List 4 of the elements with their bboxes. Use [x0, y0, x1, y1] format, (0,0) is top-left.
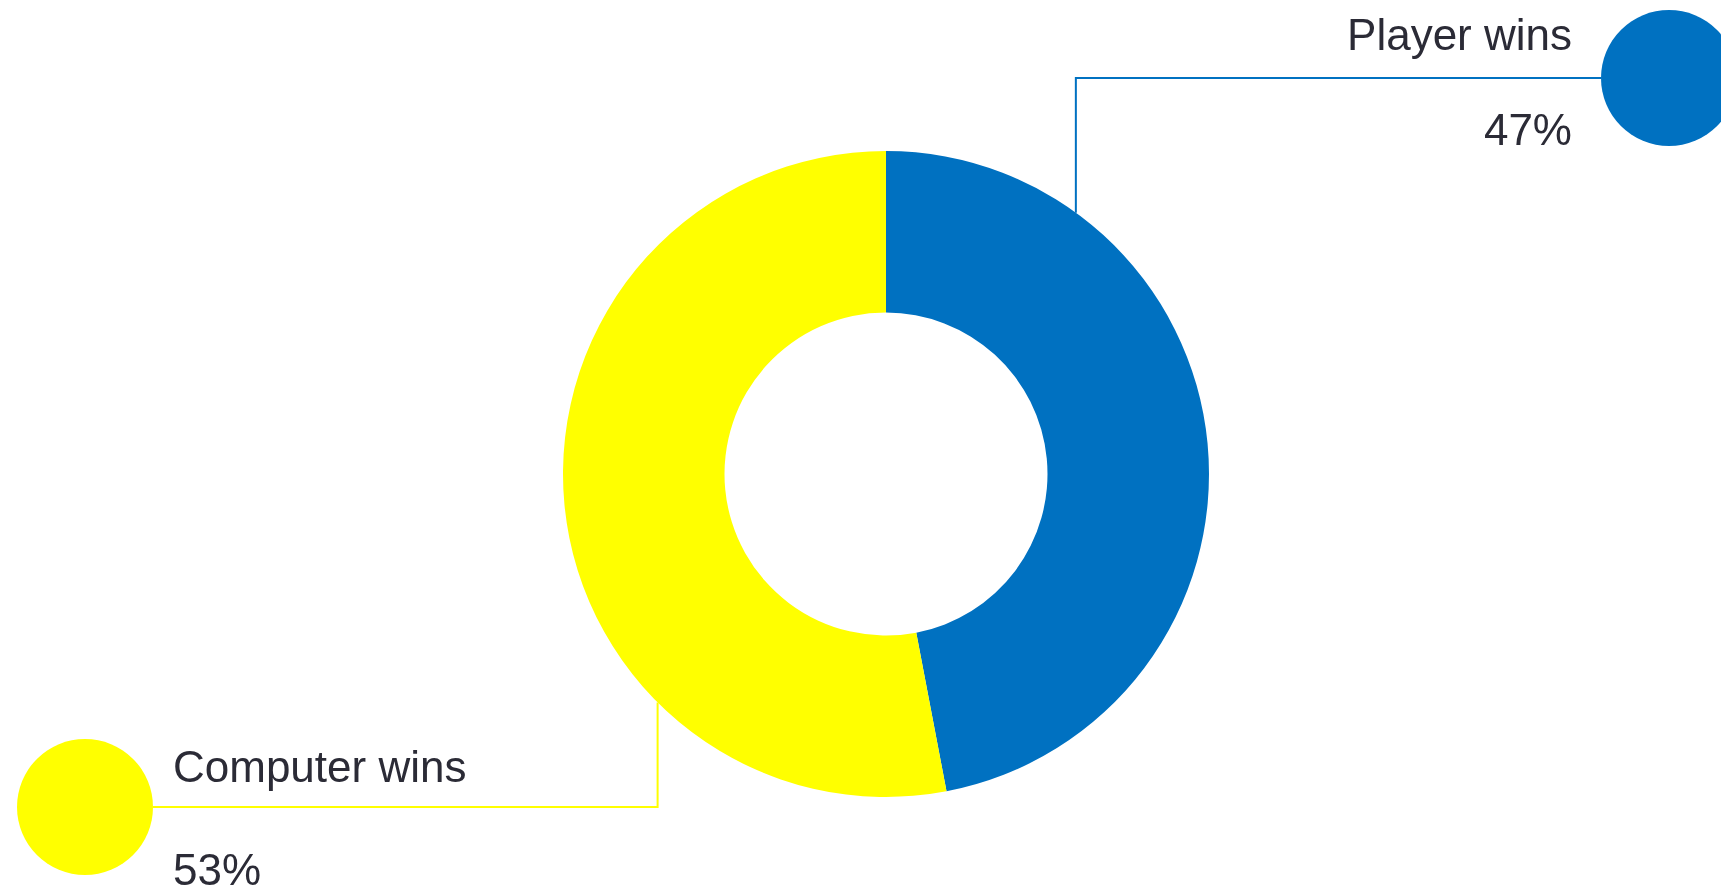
data-label: 53%: [173, 845, 262, 893]
data-label: 47%: [1483, 105, 1572, 154]
slice-label: Player wins: [1347, 10, 1572, 59]
slice-label: Computer wins: [173, 742, 467, 791]
